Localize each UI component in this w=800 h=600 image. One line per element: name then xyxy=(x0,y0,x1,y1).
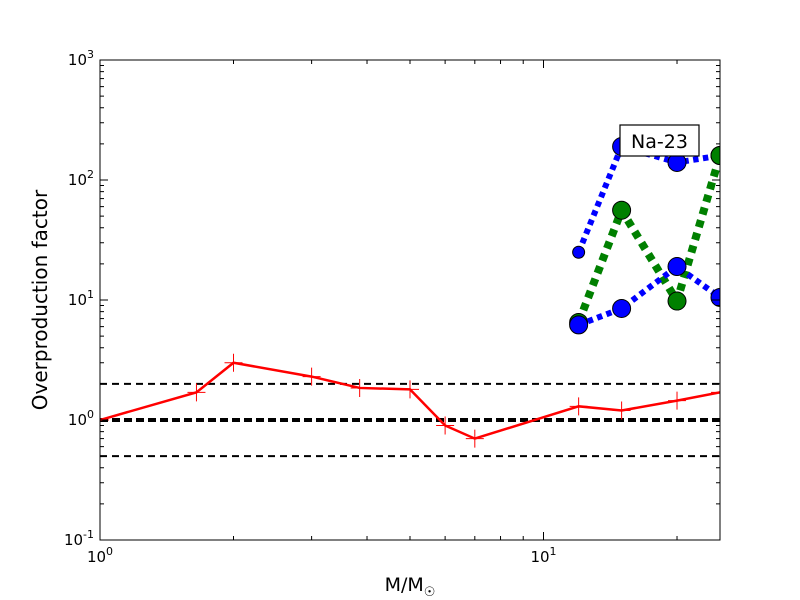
series-0-marker xyxy=(187,383,206,402)
series-0-marker xyxy=(436,416,455,435)
x-tick-label: 101 xyxy=(530,545,556,566)
series-0-marker xyxy=(465,429,484,448)
series-2-point xyxy=(612,200,632,220)
series-0-marker xyxy=(401,380,419,399)
annotation-label: Na-23 xyxy=(631,131,688,153)
y-tick-label: 100 xyxy=(68,408,94,429)
y-axis-label: Overproduction factor xyxy=(28,189,52,410)
y-tick-label: 103 xyxy=(68,48,94,69)
series-0-marker xyxy=(668,391,687,410)
series-0-marker xyxy=(612,401,631,420)
y-tick-label: 101 xyxy=(68,288,94,309)
y-tick-label: 10-1 xyxy=(64,528,94,549)
x-axis-label: M/M☉ xyxy=(385,574,436,600)
annotation-box: Na-23 xyxy=(619,124,700,157)
series-0-line xyxy=(100,361,720,440)
x-tick-label: 100 xyxy=(87,545,113,566)
series-3-point xyxy=(710,287,720,307)
series-3-point xyxy=(667,257,687,277)
series-2-line xyxy=(574,154,720,324)
series-3-point xyxy=(612,298,632,318)
series-2-point xyxy=(667,291,687,311)
series-0-marker xyxy=(350,378,369,397)
series-0-marker xyxy=(569,397,588,416)
series-1-point xyxy=(572,245,586,259)
y-tick-label: 102 xyxy=(68,168,94,189)
series-0-marker xyxy=(302,367,321,386)
series-3-point xyxy=(569,315,589,335)
series-3-line xyxy=(577,262,720,328)
series-2-point xyxy=(710,146,720,166)
series-0-marker xyxy=(224,353,243,372)
series-0-marker xyxy=(711,383,720,402)
